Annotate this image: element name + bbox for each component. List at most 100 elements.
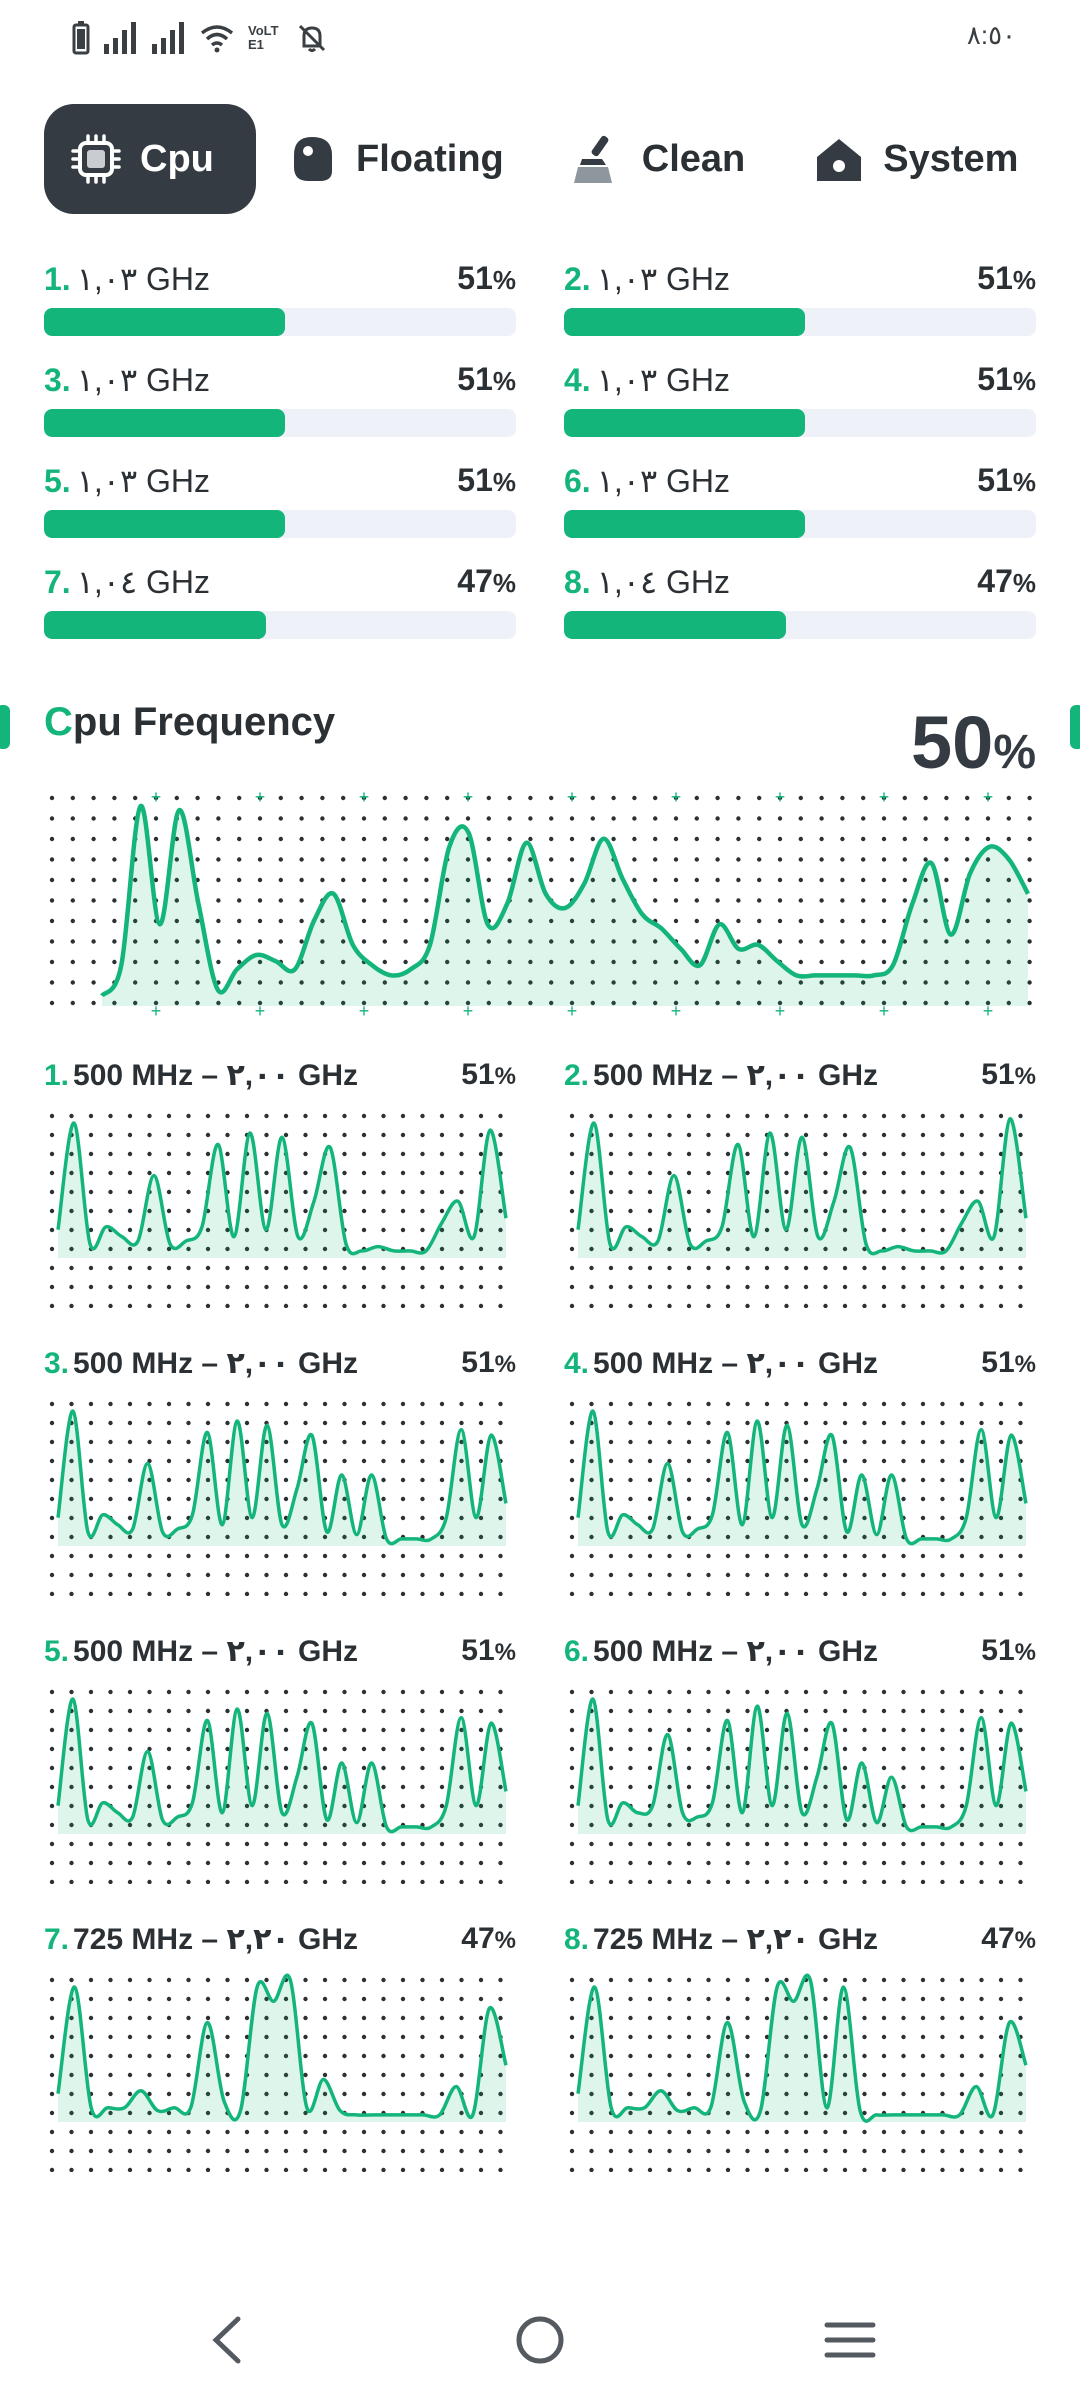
core-frequency-chart-6: 6. 500 MHz – ٢,٠٠ GHz 51% bbox=[564, 1634, 1036, 1894]
core-percent-value: 51 bbox=[981, 1058, 1015, 1091]
core-percent: 47% bbox=[977, 563, 1036, 600]
svg-text:+: + bbox=[775, 1001, 786, 1020]
core-number: 4. bbox=[564, 1347, 590, 1380]
scroll-marker-left bbox=[0, 705, 10, 749]
chart-line bbox=[576, 1973, 1028, 2123]
svg-text:+: + bbox=[463, 1001, 474, 1020]
core-number: 5. bbox=[44, 463, 71, 499]
chart-line bbox=[56, 1409, 508, 1546]
core-frequency-range: 500 MHz – ٢,٠٠ GHz bbox=[593, 1347, 879, 1380]
core-percent-value: 47 bbox=[977, 563, 1013, 599]
back-button[interactable] bbox=[188, 2310, 268, 2370]
svg-text:+: + bbox=[879, 790, 890, 807]
home-icon bbox=[516, 2316, 564, 2364]
chart-area bbox=[102, 805, 1028, 1006]
core-percent-value: 47 bbox=[461, 1922, 495, 1955]
tab-cpu[interactable]: Cpu bbox=[44, 104, 256, 214]
status-bar: VoLTE1 ٨:٥٠ bbox=[0, 0, 1080, 76]
cpu-chip-icon bbox=[70, 133, 122, 185]
core-frequency: ١,٠٣ GHz bbox=[76, 463, 211, 499]
core-percent: 51% bbox=[977, 462, 1036, 499]
core-percent-unit: % bbox=[494, 1063, 516, 1090]
core-chart-header: 4. 500 MHz – ٢,٠٠ GHz 51% bbox=[564, 1346, 1036, 1386]
tab-cpu-label: Cpu bbox=[140, 137, 214, 180]
chart-grid bbox=[49, 1401, 503, 1596]
core-frequency: ١,٠٣ GHz bbox=[76, 261, 211, 297]
core-percent-unit: % bbox=[494, 1639, 516, 1666]
core-number: 3. bbox=[44, 1347, 70, 1380]
recents-icon bbox=[824, 2322, 876, 2358]
core-chart-header: 7. 725 MHz – ٢,٢٠ GHz 47% bbox=[44, 1922, 516, 1962]
core-percent: 51% bbox=[457, 361, 516, 398]
core-usage-header: 8. ١,٠٤ GHz 47% bbox=[564, 563, 1036, 603]
core-percent-unit: % bbox=[492, 265, 516, 295]
core-percent-unit: % bbox=[1014, 1063, 1036, 1090]
core-usage-bar bbox=[44, 611, 516, 639]
core-chart-plot bbox=[569, 1973, 1028, 2172]
chart-line bbox=[56, 1973, 508, 2122]
tab-system[interactable]: System bbox=[813, 104, 1018, 214]
core-usage-bar bbox=[564, 510, 1036, 538]
tab-floating-label: Floating bbox=[356, 137, 504, 180]
core-percent-unit: % bbox=[1012, 366, 1036, 396]
svg-text:+: + bbox=[983, 1001, 994, 1020]
core-percent-value: 51 bbox=[461, 1634, 495, 1667]
cpu-frequency-chart: + + + + + + + + + + + + + + + + + + bbox=[49, 790, 1032, 1020]
core-number: 7. bbox=[44, 564, 71, 600]
svg-text:+: + bbox=[879, 1001, 890, 1020]
back-icon bbox=[212, 2316, 241, 2364]
core-frequency-range: 725 MHz – ٢,٢٠ GHz bbox=[593, 1923, 879, 1956]
core-number: 5. bbox=[44, 1635, 70, 1668]
core-chart-plot bbox=[569, 1401, 1028, 1596]
chart-area bbox=[578, 1411, 1026, 1546]
core-percent-value: 51 bbox=[981, 1634, 1015, 1667]
core-percent-value: 51 bbox=[977, 462, 1013, 498]
core-number: 4. bbox=[564, 362, 591, 398]
floating-bubble-icon bbox=[286, 133, 338, 185]
core-percent-value: 51 bbox=[457, 361, 493, 397]
core-percent: 51% bbox=[977, 260, 1036, 297]
core-chart-header: 8. 725 MHz – ٢,٢٠ GHz 47% bbox=[564, 1922, 1036, 1962]
tab-floating[interactable]: Floating bbox=[286, 104, 504, 214]
volte-icon: VoLTE1 bbox=[248, 23, 279, 52]
home-button[interactable] bbox=[500, 2310, 580, 2370]
svg-text:+: + bbox=[151, 1001, 162, 1020]
total-value: 50 bbox=[911, 701, 994, 784]
core-percent-unit: % bbox=[1012, 467, 1036, 497]
core-usage-bar bbox=[44, 409, 516, 437]
core-frequency-range: 500 MHz – ٢,٠٠ GHz bbox=[73, 1059, 359, 1092]
chart-plus-markers: + + + + + + + + + + + + + + + + + + bbox=[151, 790, 994, 1020]
core-percent-unit: % bbox=[494, 1927, 516, 1954]
core-frequency: ١,٠٣ GHz bbox=[596, 261, 731, 297]
core-usage-fill bbox=[564, 409, 805, 437]
core-usage-header: 6. ١,٠٣ GHz 51% bbox=[564, 462, 1036, 502]
core-usage-bar bbox=[564, 611, 1036, 639]
core-percent-unit: % bbox=[492, 467, 516, 497]
chart-line bbox=[576, 1409, 1028, 1546]
core-chart-header: 3. 500 MHz – ٢,٠٠ GHz 51% bbox=[44, 1346, 516, 1386]
tab-clean-label: Clean bbox=[641, 137, 746, 180]
core-number: 2. bbox=[564, 261, 591, 297]
core-usage-1: 1. ١,٠٣ GHz 51% bbox=[44, 250, 516, 340]
core-percent-unit: % bbox=[492, 366, 516, 396]
core-frequency: ١,٠٤ GHz bbox=[596, 564, 731, 600]
core-percent: 47% bbox=[981, 1922, 1036, 1956]
total-unit: % bbox=[993, 726, 1036, 779]
core-percent: 51% bbox=[461, 1346, 516, 1380]
tab-system-label: System bbox=[883, 137, 1019, 180]
chart-grid bbox=[49, 795, 1032, 1006]
navigation-bar bbox=[0, 2290, 1080, 2408]
recents-button[interactable] bbox=[810, 2310, 890, 2370]
core-percent: 51% bbox=[981, 1346, 1036, 1380]
core-percent-unit: % bbox=[1014, 1639, 1036, 1666]
chart-area bbox=[578, 1699, 1026, 1834]
core-number: 2. bbox=[564, 1059, 590, 1092]
svg-text:+: + bbox=[255, 790, 266, 807]
core-number: 1. bbox=[44, 261, 71, 297]
wifi-icon bbox=[200, 25, 234, 53]
core-percent-unit: % bbox=[1012, 265, 1036, 295]
core-percent: 47% bbox=[461, 1922, 516, 1956]
core-chart-plot bbox=[49, 1401, 508, 1596]
tab-clean[interactable]: Clean bbox=[572, 104, 745, 214]
core-percent-value: 51 bbox=[457, 462, 493, 498]
